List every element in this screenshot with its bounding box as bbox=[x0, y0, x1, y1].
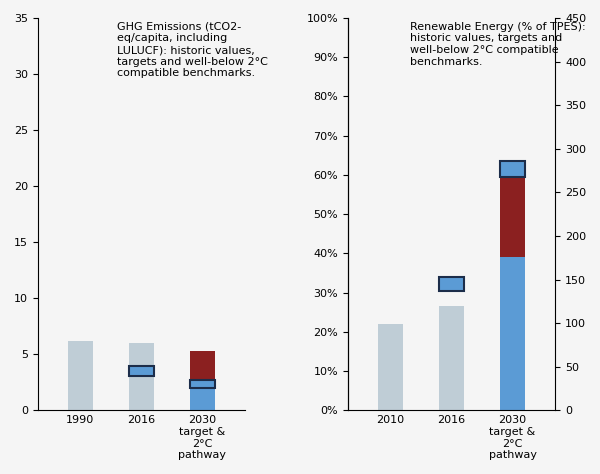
Bar bbox=[129, 343, 154, 410]
Bar bbox=[500, 173, 525, 257]
Bar bbox=[190, 383, 215, 410]
Bar bbox=[439, 277, 464, 291]
Bar bbox=[500, 257, 525, 410]
Bar bbox=[190, 380, 215, 388]
Bar bbox=[190, 351, 215, 383]
Text: Renewable Energy (% of TPES):
historic values, targets and
well-below 2°C compat: Renewable Energy (% of TPES): historic v… bbox=[410, 22, 586, 67]
Bar bbox=[379, 324, 403, 410]
Bar bbox=[439, 306, 464, 410]
Text: GHG Emissions (tCO2-
eq/capita, including
LULUCF): historic values,
targets and : GHG Emissions (tCO2- eq/capita, includin… bbox=[116, 22, 268, 78]
Bar bbox=[500, 161, 525, 177]
Bar bbox=[68, 341, 92, 410]
Bar bbox=[129, 366, 154, 376]
